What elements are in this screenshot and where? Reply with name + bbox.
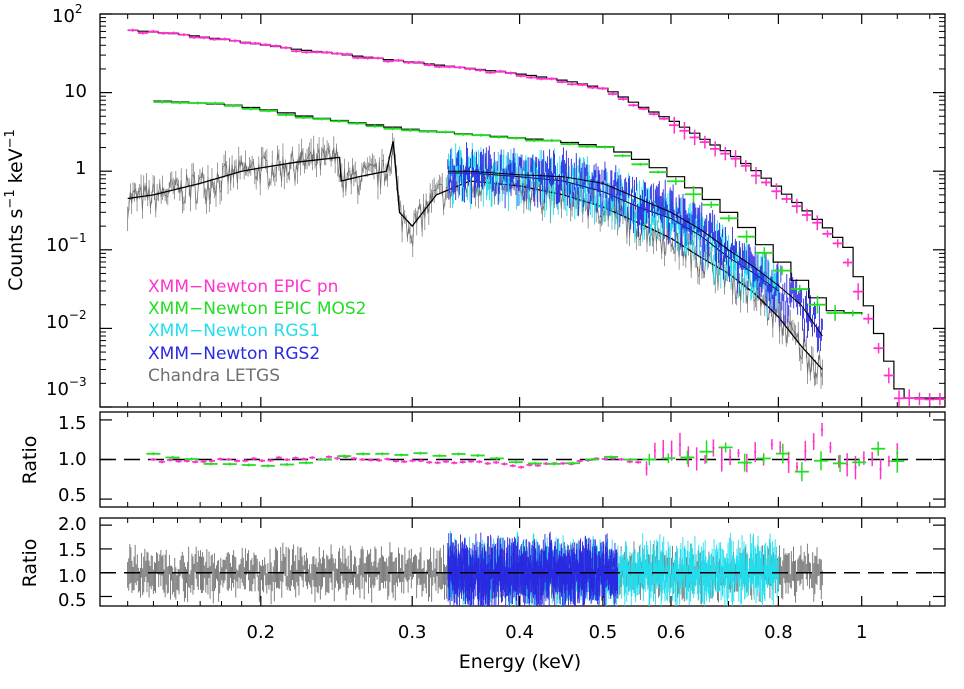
ratio-panel-grating: 2.0 1.5 1.0 0.5 Ratio 0.2 0.3 0.4 0.5 0.6 0.8… <box>19 514 946 673</box>
spectrum-panel: 102 10 1 10−1 10−2 10−3 Counts s−1 keV−1… <box>3 2 946 408</box>
spectrum-y-tick-labels: 102 10 1 10−1 10−2 10−3 <box>46 2 87 400</box>
letgs-data-trace <box>127 142 823 380</box>
ratio-epic-ytick-0.5: 0.5 <box>58 485 87 506</box>
x-tick-label-0.6: 0.6 <box>657 622 686 643</box>
legend-item-rgs2: XMM−Newton RGS2 <box>148 344 320 364</box>
y-tick-label-1: 1 <box>75 158 86 179</box>
x-tick-label-0.4: 0.4 <box>505 622 534 643</box>
legend-item-epic-mos2: XMM−Newton EPIC MOS2 <box>148 299 367 319</box>
x-tick-label-0.2: 0.2 <box>247 622 276 643</box>
legend-item-rgs1: XMM−Newton RGS1 <box>148 321 320 341</box>
ratio-panel-epic: 1.5 1.0 0.5 Ratio <box>19 411 946 508</box>
ratio-grating-ytick-1.5: 1.5 <box>58 540 87 561</box>
rgs2-model-line <box>447 170 823 337</box>
ratio-epic-series <box>146 422 905 482</box>
ratio-grating-ytick-0.5: 0.5 <box>58 590 87 611</box>
ratio-grating-series <box>127 530 823 606</box>
y-tick-label-10: 10 <box>64 81 87 102</box>
x-tick-label-0.3: 0.3 <box>398 622 427 643</box>
x-tick-labels: 0.2 0.3 0.4 0.5 0.6 0.8 1 <box>247 622 868 643</box>
ratio-epic-ytick-1.0: 1.0 <box>58 449 87 470</box>
ratio-grating-y-axis-label: Ratio <box>19 539 41 588</box>
legend-item-letgs: Chandra LETGS <box>148 366 280 386</box>
x-tick-label-0.5: 0.5 <box>589 622 618 643</box>
y-tick-label-0.1: 10−1 <box>46 231 87 256</box>
ratio-grating-ytick-2.0: 2.0 <box>58 514 87 535</box>
ratio-epic-ytick-1.5: 1.5 <box>58 413 87 434</box>
spectrum-frame <box>99 13 946 408</box>
spectrum-y-axis-label: Counts s−1 keV−1 <box>3 129 27 291</box>
epic-pn-model-step <box>127 29 945 399</box>
legend: XMM−Newton EPIC pn XMM−Newton EPIC MOS2 … <box>148 277 367 386</box>
ratio-grating-ticks <box>100 518 945 606</box>
spectrum-series <box>127 28 945 407</box>
ratio-grating-frame <box>99 517 946 607</box>
y-tick-label-0.001: 10−3 <box>46 375 87 400</box>
x-tick-label-1: 1 <box>856 622 867 643</box>
spectrum-ticks <box>100 13 945 408</box>
y-tick-label-0.01: 10−2 <box>46 308 87 333</box>
ratio-grating-ytick-1.0: 1.0 <box>58 566 87 587</box>
legend-item-epic-pn: XMM−Newton EPIC pn <box>148 277 338 297</box>
x-axis-label: Energy (keV) <box>459 651 581 673</box>
y-tick-label-100: 102 <box>52 2 83 27</box>
ratio-epic-y-axis-label: Ratio <box>19 436 41 485</box>
x-tick-label-0.8: 0.8 <box>764 622 793 643</box>
